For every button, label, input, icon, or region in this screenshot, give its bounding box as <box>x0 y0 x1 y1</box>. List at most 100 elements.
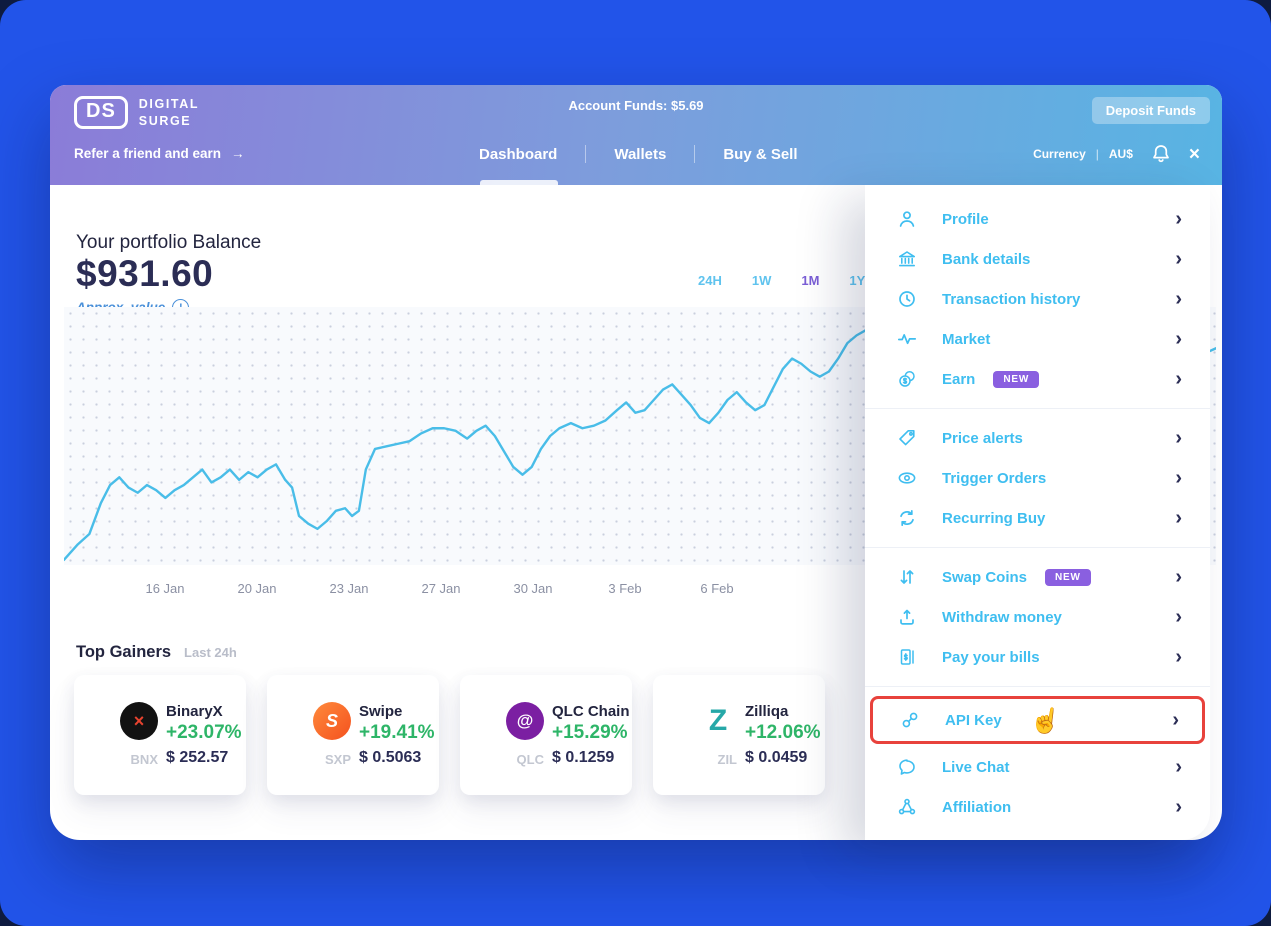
main-nav-tabs: Dashboard Wallets Buy & Sell <box>479 145 798 163</box>
recurring-refresh-icon <box>895 508 919 528</box>
coin-symbol: QLC <box>516 752 544 767</box>
x-tick: 16 Jan <box>145 581 185 596</box>
tab-separator <box>585 145 587 163</box>
tab-buy-sell[interactable]: Buy & Sell <box>723 145 798 163</box>
menu-item-api-key[interactable]: API Key ☝ › <box>873 699 1202 741</box>
change-percent: +19.41% <box>359 722 435 743</box>
price-tag-icon <box>895 428 919 448</box>
menu-divider <box>865 547 1210 548</box>
menu-item-transaction-history[interactable]: Transaction history › <box>865 279 1210 319</box>
time-range-switcher: 24H 1W 1M 1Y <box>698 273 865 288</box>
change-percent: +12.06% <box>745 722 821 743</box>
menu-item-market[interactable]: Market › <box>865 319 1210 359</box>
chevron-right-icon: › <box>1175 208 1182 230</box>
coin-symbol: SXP <box>324 752 351 767</box>
top-gainers-title: Top Gainers <box>76 643 172 661</box>
qlc-coin-icon: @ <box>506 702 544 740</box>
account-funds-label: Account Funds: $5.69 <box>568 98 704 113</box>
tab-dashboard[interactable]: Dashboard <box>479 145 558 163</box>
coin-symbol: ZIL <box>717 752 738 767</box>
menu-divider <box>865 686 1210 687</box>
new-badge: NEW <box>993 370 1040 388</box>
chart-x-axis: 16 Jan 20 Jan 23 Jan 27 Jan 30 Jan 3 Feb… <box>50 581 1222 601</box>
range-1w-button[interactable]: 1W <box>751 273 772 288</box>
swipe-coin-icon: S <box>313 702 351 740</box>
menu-item-trigger-orders[interactable]: Trigger Orders › <box>865 458 1210 498</box>
chevron-right-icon: › <box>1175 288 1182 310</box>
menu-item-earn[interactable]: Earn NEW › <box>865 359 1210 399</box>
gainer-card-qlc-chain[interactable]: @ QLC Chain +15.29% QLC $ 0.1259 <box>460 675 632 795</box>
coin-price: $ 0.0459 <box>745 749 808 766</box>
market-pulse-icon <box>895 329 919 349</box>
menu-item-live-chat[interactable]: Live Chat › <box>865 747 1210 787</box>
swap-arrows-icon <box>895 567 919 587</box>
zilliqa-coin-icon: Z <box>708 704 728 737</box>
coin-price: $ 252.57 <box>166 749 229 766</box>
api-key-highlight-box: API Key ☝ › <box>870 696 1205 744</box>
logo-ds-icon: DS <box>74 96 128 129</box>
profile-icon <box>895 209 919 229</box>
refer-a-friend-link[interactable]: Refer a friend and earn → <box>74 146 245 161</box>
x-tick: 20 Jan <box>237 581 277 596</box>
x-tick: 27 Jan <box>421 581 461 596</box>
binaryx-coin-icon: × <box>120 702 158 740</box>
menu-item-withdraw-money[interactable]: Withdraw money › <box>865 597 1210 637</box>
menu-item-profile[interactable]: Profile › <box>865 199 1210 239</box>
chevron-right-icon: › <box>1172 709 1179 731</box>
brand-logo[interactable]: DS DIGITAL SURGE <box>74 96 199 129</box>
currency-selector[interactable]: Currency | AU$ <box>1033 147 1133 161</box>
change-percent: +23.07% <box>166 722 242 743</box>
chevron-right-icon: › <box>1175 756 1182 778</box>
gainer-card-binaryx[interactable]: × BinaryX +23.07% BNX $ 252.57 <box>74 675 246 795</box>
withdraw-upload-icon <box>895 607 919 627</box>
chevron-right-icon: › <box>1175 507 1182 529</box>
chat-bubble-icon <box>895 757 919 777</box>
gainer-card-swipe[interactable]: S Swipe +19.41% SXP $ 0.5063 <box>267 675 439 795</box>
chevron-right-icon: › <box>1175 606 1182 628</box>
account-dropdown-menu: Profile › Bank details › Transaction his… <box>865 185 1210 840</box>
header-bar: DS DIGITAL SURGE Account Funds: $5.69 De… <box>50 85 1222 185</box>
range-1y-button[interactable]: 1Y <box>849 273 866 288</box>
chevron-right-icon: › <box>1175 248 1182 270</box>
deposit-funds-button[interactable]: Deposit Funds <box>1091 97 1210 124</box>
history-clock-icon <box>895 289 919 309</box>
change-percent: +15.29% <box>552 722 628 743</box>
close-icon[interactable]: × <box>1188 143 1200 165</box>
menu-item-pay-your-bills[interactable]: Pay your bills › <box>865 637 1210 677</box>
menu-divider <box>865 408 1210 409</box>
network-nodes-icon <box>895 797 919 817</box>
tab-wallets[interactable]: Wallets <box>614 145 667 163</box>
menu-item-swap-coins[interactable]: Swap Coins NEW › <box>865 557 1210 597</box>
api-link-icon <box>898 710 922 730</box>
menu-item-recurring-buy[interactable]: Recurring Buy › <box>865 498 1210 538</box>
header-right-controls: Currency | AU$ × <box>1033 143 1200 165</box>
chevron-right-icon: › <box>1175 467 1182 489</box>
gainer-card-zilliqa[interactable]: Z Zilliqa +12.06% ZIL $ 0.0459 <box>653 675 825 795</box>
portfolio-balance-value: $931.60 <box>76 253 214 294</box>
digital-surge-window: DS DIGITAL SURGE Account Funds: $5.69 De… <box>50 85 1222 840</box>
active-tab-indicator <box>480 180 558 185</box>
range-1m-button[interactable]: 1M <box>801 273 820 288</box>
arrow-right-icon: → <box>231 146 245 161</box>
x-tick: 3 Feb <box>608 581 642 596</box>
chevron-right-icon: › <box>1175 566 1182 588</box>
top-gainers-subtitle: Last 24h <box>184 645 237 660</box>
range-24h-button[interactable]: 24H <box>698 273 722 288</box>
chevron-right-icon: › <box>1175 796 1182 818</box>
new-badge: NEW <box>1045 568 1091 586</box>
mouse-cursor-hand-icon: ☝ <box>1028 704 1064 738</box>
x-tick: 30 Jan <box>513 581 553 596</box>
x-tick: 23 Jan <box>329 581 369 596</box>
notifications-bell-icon[interactable] <box>1150 143 1172 165</box>
menu-item-bank-details[interactable]: Bank details › <box>865 239 1210 279</box>
menu-item-affiliation[interactable]: Affiliation › <box>865 787 1210 827</box>
top-gainers-row: × BinaryX +23.07% BNX $ 252.57 S Swipe +… <box>74 675 825 795</box>
bill-icon <box>895 647 919 667</box>
coin-price: $ 0.1259 <box>552 749 615 766</box>
coin-price: $ 0.5063 <box>359 749 422 766</box>
chevron-right-icon: › <box>1175 328 1182 350</box>
menu-item-price-alerts[interactable]: Price alerts › <box>865 418 1210 458</box>
chevron-right-icon: › <box>1175 368 1182 390</box>
coin-symbol: BNX <box>130 752 158 767</box>
